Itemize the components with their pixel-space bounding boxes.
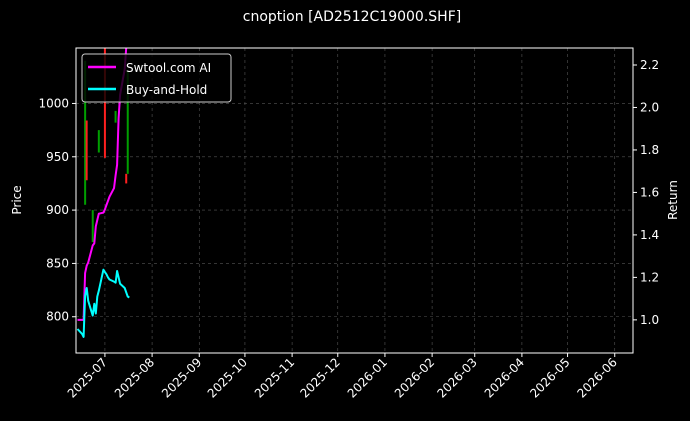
candle (103, 48, 106, 158)
x-tick-label: 2026-04 (482, 355, 527, 400)
candles (84, 48, 129, 243)
candle (85, 120, 88, 181)
x-tick-label: 2026-01 (345, 355, 390, 400)
x-tick-label: 2026-02 (392, 355, 437, 400)
legend-label-bh: Buy-and-Hold (126, 83, 207, 97)
x-tick-label: 2026-05 (527, 355, 572, 400)
right-tick-label: 1.0 (640, 313, 659, 327)
plot-frame (75, 47, 634, 354)
candle (97, 130, 100, 153)
left-tick-label: 950 (46, 150, 69, 164)
right-tick-label: 1.8 (640, 143, 659, 157)
chart-title: cnoption [AD2512C19000.SHF] (243, 9, 461, 25)
right-axis-label: Return (666, 180, 680, 220)
x-tick-label: 2025-11 (252, 355, 297, 400)
candle (84, 60, 87, 205)
x-axis: 2025-07 2025-08 2025-09 2025-10 2025-11 2025-… (65, 353, 620, 401)
x-tick-label: 2026-03 (434, 355, 479, 400)
right-axis: 1.0 1.2 1.4 1.6 1.8 2.0 2.2 (633, 58, 659, 327)
right-tick-label: 1.2 (640, 270, 659, 284)
x-tick-label: 2025-10 (205, 355, 250, 400)
candle (91, 210, 94, 243)
right-tick-label: 2.0 (640, 100, 659, 114)
candle (125, 173, 128, 184)
legend: Swtool.com AI Buy-and-Hold (81, 53, 232, 103)
candle (114, 110, 117, 123)
right-tick-label: 1.4 (640, 228, 659, 242)
right-tick-label: 2.2 (640, 58, 659, 72)
right-tick-label: 1.6 (640, 185, 659, 199)
left-tick-label: 800 (46, 310, 69, 324)
x-tick-label: 2025-07 (65, 355, 110, 400)
left-axis: 800 850 900 950 1000 (38, 96, 76, 324)
left-tick-label: 900 (46, 203, 69, 217)
left-tick-label: 850 (46, 256, 69, 270)
left-tick-label: 1000 (38, 96, 69, 110)
x-tick-label: 2025-08 (112, 355, 157, 400)
series-line-buy-and-hold (76, 268, 130, 338)
x-tick-label: 2026-06 (575, 355, 620, 400)
legend-label-ai: Swtool.com AI (126, 61, 211, 75)
x-tick-label: 2025-09 (159, 355, 204, 400)
grid (76, 48, 633, 353)
x-tick-label: 2025-12 (298, 355, 343, 400)
left-axis-label: Price (10, 185, 24, 214)
candle (126, 71, 129, 174)
